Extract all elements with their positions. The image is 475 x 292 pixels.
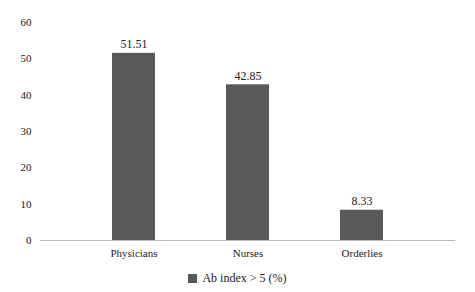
svg-text:10: 10 xyxy=(21,198,33,210)
svg-text:20: 20 xyxy=(21,161,33,173)
svg-text:42.85: 42.85 xyxy=(235,69,262,83)
svg-text:50: 50 xyxy=(21,52,33,64)
svg-text:40: 40 xyxy=(21,89,33,101)
svg-text:30: 30 xyxy=(21,125,33,137)
svg-text:Orderlies: Orderlies xyxy=(342,247,383,259)
html-text:Ab index > 5 (%): Ab index > 5 (%) xyxy=(202,270,287,285)
svg-text:8.33: 8.33 xyxy=(352,194,373,208)
svg-text:0: 0 xyxy=(26,234,32,246)
svg-text:Nurses: Nurses xyxy=(233,247,264,259)
svg-text:Physicians: Physicians xyxy=(110,247,157,259)
svg-text:51.51: 51.51 xyxy=(121,37,148,51)
svg-text:60: 60 xyxy=(21,16,33,28)
